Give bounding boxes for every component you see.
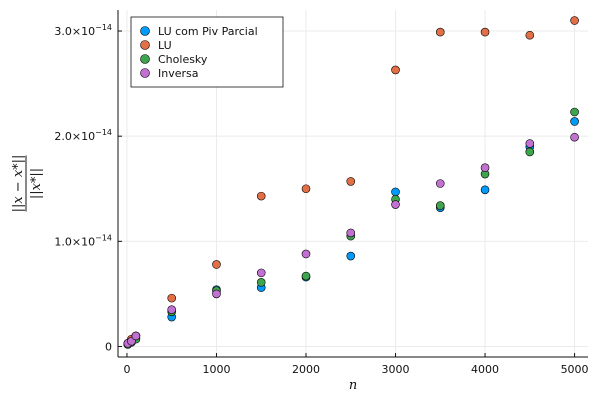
point-lu-com-piv-parcial (391, 187, 400, 197)
y-axis-label-numerator: ||x − x*|| (11, 155, 26, 213)
y-tick-label: 2.0×10−14 (54, 128, 112, 143)
x-tick-label: 3000 (382, 363, 410, 376)
x-tick-label: 1000 (202, 363, 230, 376)
y-tick-label: 1.0×10−14 (54, 233, 112, 248)
y-tick-label: 0 (105, 340, 112, 353)
legend-label-cholesky: Cholesky (158, 53, 208, 66)
legend-marker-cholesky (140, 54, 150, 64)
point-inversa (301, 249, 311, 259)
y-axis-label: ||x − x*|| ||x*|| (11, 155, 44, 213)
point-cholesky (301, 271, 311, 281)
point-inversa (570, 132, 579, 142)
point-cholesky (570, 107, 579, 117)
legend-marker-inversa (140, 68, 150, 78)
point-inversa (480, 163, 490, 173)
point-cholesky (435, 201, 445, 210)
point-lu-com-piv-parcial (480, 185, 490, 195)
point-lu (346, 177, 356, 186)
x-tick-label: 2000 (292, 363, 320, 376)
point-lu (480, 27, 490, 37)
point-cholesky (525, 147, 535, 157)
y-axis-label-denominator: ||x*|| (29, 168, 44, 199)
point-inversa (525, 139, 535, 148)
point-lu (435, 27, 445, 37)
legend-label-lu: LU (158, 39, 172, 52)
axes (117, 10, 588, 358)
point-inversa (346, 228, 356, 238)
axis-labels: n ||x − x*|| ||x*|| (11, 155, 357, 393)
x-axis-label: n (349, 378, 357, 393)
point-lu (301, 184, 311, 194)
data-points (123, 16, 579, 349)
point-lu (391, 65, 400, 75)
point-lu-com-piv-parcial (346, 251, 356, 261)
point-lu (570, 16, 579, 25)
legend-marker-lu (140, 40, 150, 50)
point-inversa (435, 179, 445, 188)
tick-labels: 0 1000 2000 3000 4000 5000 0 1.0×10−14 2.0×10−14… (54, 23, 588, 376)
legend-label-lu-com-piv-parcial: LU com Piv Parcial (158, 25, 258, 38)
point-inversa (391, 200, 400, 209)
point-inversa (256, 268, 266, 278)
point-lu (256, 191, 266, 201)
y-tick-label: 3.0×10−14 (54, 23, 112, 38)
x-tick-label: 4000 (471, 363, 499, 376)
legend-box (130, 16, 284, 88)
point-inversa (212, 289, 221, 299)
point-lu (167, 293, 177, 303)
point-cholesky (256, 278, 266, 287)
point-lu (212, 260, 221, 269)
point-inversa (131, 331, 141, 341)
point-inversa (167, 305, 177, 314)
legend-label-inversa: Inversa (158, 67, 199, 80)
legend-marker-lu-com-piv-parcial (140, 26, 150, 36)
point-lu-com-piv-parcial (570, 117, 579, 126)
x-tick-label: 5000 (561, 363, 589, 376)
point-lu (525, 30, 535, 40)
x-tick-label: 0 (123, 363, 130, 376)
